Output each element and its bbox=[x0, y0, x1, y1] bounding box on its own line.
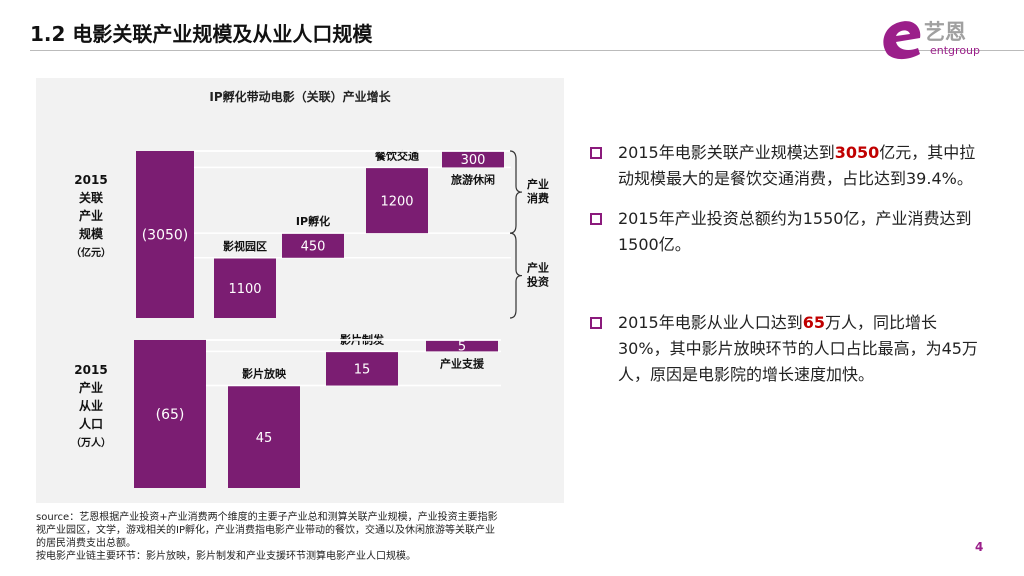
chart-panel: IP孵化带动电影（关联）产业增长 2015 关联 产业 规模 （亿元） (3050) 110… bbox=[36, 78, 564, 503]
waterfall-bar bbox=[228, 385, 300, 488]
total-bar bbox=[134, 340, 206, 488]
group-label-line: 产业 bbox=[527, 177, 549, 191]
logo-swoosh-icon bbox=[883, 21, 921, 60]
row-label-line: 关联 bbox=[79, 190, 103, 205]
bullet-item: 2015年电影关联产业规模达到3050亿元，其中拉动规模最大的是餐饮交通消费，占… bbox=[588, 140, 988, 192]
page-number: 4 bbox=[975, 540, 984, 554]
source-note: source：艺恩根据产业投资+产业消费两个维度的主要子产业总和测算关联产业规模… bbox=[36, 511, 566, 563]
bullet-item: 2015年电影从业人口达到65万人，同比增长30%，其中影片放映环节的人口占比最… bbox=[588, 310, 988, 388]
source-line: 按电影产业链主要环节：影片放映，影片制发和产业支援环节测算电影产业人口规模。 bbox=[36, 551, 416, 562]
row-label-line: 从业 bbox=[79, 398, 103, 413]
bar-value-label: 300 bbox=[461, 153, 486, 168]
brace-consumption bbox=[509, 150, 523, 234]
logo-cn-text: 艺恩 bbox=[924, 20, 966, 44]
row-label-line: （万人） bbox=[71, 436, 111, 449]
total-value-label: (3050) bbox=[142, 228, 189, 244]
category-label: 旅游休闲 bbox=[451, 172, 495, 186]
bullet-item: 2015年产业投资总额约为1550亿，产业消费达到1500亿。 bbox=[588, 206, 988, 258]
bar-value-label: 15 bbox=[354, 362, 371, 377]
category-label: 影片放映 bbox=[242, 367, 287, 381]
category-label: IP孵化 bbox=[296, 214, 330, 228]
bar-value-label: 1200 bbox=[380, 194, 413, 209]
total-bar bbox=[136, 151, 194, 318]
bar-value-label: 1100 bbox=[228, 282, 261, 297]
waterfall-bar bbox=[426, 340, 498, 352]
group-label-line: 产业 bbox=[527, 261, 549, 275]
entgroup-logo bbox=[883, 21, 921, 60]
category-label: 餐饮交通 bbox=[374, 148, 419, 162]
waterfall-bar bbox=[442, 151, 504, 168]
row-label-line: 产业 bbox=[79, 380, 103, 395]
waterfall-bar bbox=[326, 351, 398, 386]
bar-value-label: 5 bbox=[458, 340, 466, 355]
group-label-line: 投资 bbox=[527, 275, 549, 289]
bullet-list: 2015年电影关联产业规模达到3050亿元，其中拉动规模最大的是餐饮交通消费，占… bbox=[588, 140, 988, 402]
bar-value-label: 45 bbox=[256, 431, 273, 446]
row-label-line: 2015 bbox=[74, 173, 107, 187]
row-label-line: （亿元） bbox=[71, 246, 111, 259]
row-label-line: 2015 bbox=[74, 363, 107, 377]
waterfall-bar bbox=[214, 257, 276, 318]
highlight-value: 65 bbox=[802, 313, 825, 332]
row-label-line: 规模 bbox=[79, 226, 104, 241]
waterfall-bar bbox=[282, 233, 344, 258]
waterfall-bar bbox=[366, 167, 428, 234]
row-label-line: 产业 bbox=[79, 208, 103, 223]
source-line: source：艺恩根据产业投资+产业消费两个维度的主要子产业总和测算关联产业规模… bbox=[36, 512, 498, 523]
category-label: 产业支援 bbox=[440, 356, 485, 370]
category-label: 影视园区 bbox=[223, 239, 267, 253]
bar-value-label: 450 bbox=[301, 239, 326, 254]
chart-title: IP孵化带动电影（关联）产业增长 bbox=[209, 90, 391, 104]
brace-investment bbox=[509, 232, 523, 319]
title-divider bbox=[30, 50, 1024, 51]
source-line: 的居民消费支出总额。 bbox=[36, 538, 136, 549]
page-title: 1.2 电影关联产业规模及从业人口规模 bbox=[30, 22, 373, 46]
logo-en-text: entgroup bbox=[930, 44, 980, 57]
total-value-label: (65) bbox=[156, 407, 185, 423]
source-line: 视产业园区，文学，游戏相关的IP孵化，产业消费指电影产业带动的餐饮，交通以及休闲… bbox=[36, 525, 495, 536]
row-label-line: 人口 bbox=[79, 416, 103, 431]
highlight-value: 3050 bbox=[834, 143, 880, 162]
group-label-line: 消费 bbox=[527, 191, 549, 205]
